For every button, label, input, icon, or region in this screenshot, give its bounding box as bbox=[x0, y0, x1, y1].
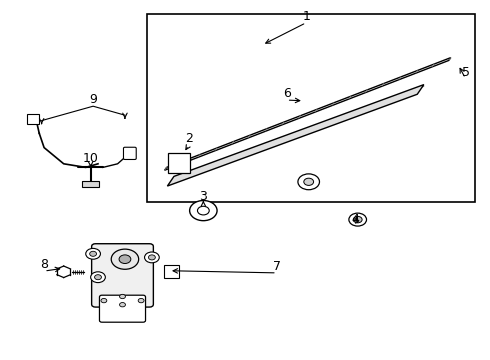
FancyBboxPatch shape bbox=[92, 244, 153, 307]
Circle shape bbox=[304, 178, 314, 185]
Bar bbox=[82, 181, 99, 187]
Bar bbox=[168, 153, 190, 173]
Circle shape bbox=[353, 216, 362, 223]
Circle shape bbox=[95, 275, 101, 280]
Polygon shape bbox=[165, 58, 451, 170]
Text: 6: 6 bbox=[283, 87, 291, 100]
Text: 8: 8 bbox=[40, 258, 48, 271]
Circle shape bbox=[119, 255, 131, 264]
Text: 2: 2 bbox=[185, 132, 193, 145]
Circle shape bbox=[90, 251, 97, 256]
Circle shape bbox=[86, 248, 100, 259]
Text: 10: 10 bbox=[83, 152, 98, 165]
Circle shape bbox=[197, 206, 209, 215]
Bar bbox=[27, 114, 39, 124]
Circle shape bbox=[111, 249, 139, 269]
Text: 1: 1 bbox=[302, 10, 310, 23]
Circle shape bbox=[148, 255, 155, 260]
Text: 9: 9 bbox=[89, 93, 97, 105]
Circle shape bbox=[138, 298, 144, 303]
FancyBboxPatch shape bbox=[99, 295, 146, 322]
Text: 5: 5 bbox=[462, 66, 469, 78]
Circle shape bbox=[91, 272, 105, 283]
Circle shape bbox=[101, 298, 107, 303]
Polygon shape bbox=[168, 85, 424, 186]
Bar bbox=[147, 14, 475, 202]
Text: 3: 3 bbox=[199, 190, 207, 203]
Circle shape bbox=[120, 294, 125, 299]
Circle shape bbox=[120, 302, 125, 307]
Circle shape bbox=[298, 174, 319, 190]
Circle shape bbox=[190, 201, 217, 221]
Text: 7: 7 bbox=[273, 260, 281, 273]
FancyBboxPatch shape bbox=[123, 147, 136, 159]
Circle shape bbox=[145, 252, 159, 263]
Bar bbox=[164, 265, 179, 278]
Text: 4: 4 bbox=[351, 213, 359, 226]
Circle shape bbox=[349, 213, 367, 226]
